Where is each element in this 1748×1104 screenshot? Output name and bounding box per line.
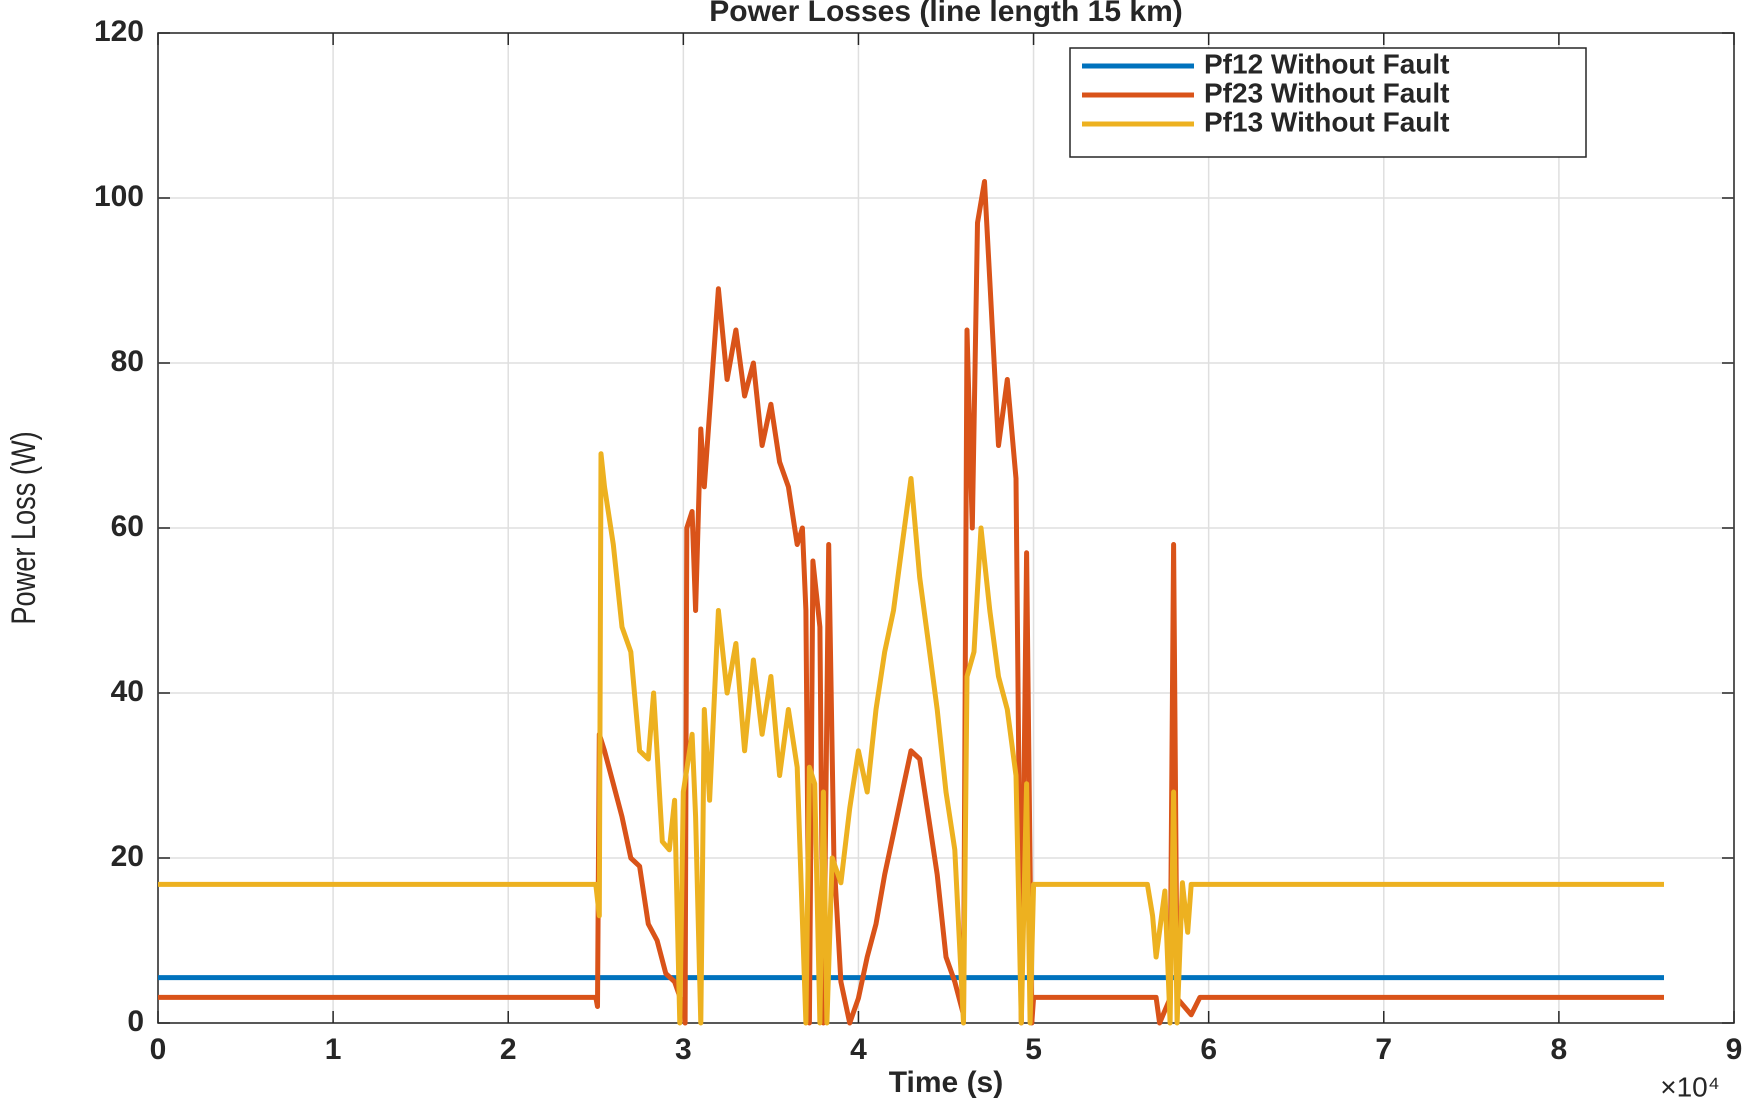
legend-label: Pf13 Without Fault [1204, 106, 1450, 137]
y-tick-label: 20 [111, 840, 144, 873]
x-tick-label: 8 [1551, 1033, 1568, 1066]
x-tick-label: 0 [150, 1033, 167, 1066]
y-axis-label: Power Loss (W) [4, 431, 43, 624]
x-tick-label: 9 [1726, 1033, 1743, 1066]
x-tick-label: 4 [850, 1033, 867, 1066]
plot-frame [157, 32, 1735, 1024]
legend-label: Pf23 Without Fault [1204, 77, 1450, 108]
x-tick-label: 5 [1025, 1033, 1042, 1066]
series-line [158, 179, 1664, 1026]
x-tick-label: 1 [325, 1033, 342, 1066]
series-line [158, 451, 1664, 1026]
x-axis-label: Time (s) [889, 1066, 1003, 1099]
y-tick-label: 120 [94, 15, 144, 48]
y-tick-label: 60 [111, 510, 144, 543]
x-tick-label: 3 [675, 1033, 692, 1066]
x-tick-label: 7 [1375, 1033, 1392, 1066]
x-multiplier: ×10⁴ [1660, 1071, 1720, 1102]
y-tick-label: 0 [127, 1005, 144, 1038]
x-tick-label: 6 [1200, 1033, 1217, 1066]
x-tick-label: 2 [500, 1033, 517, 1066]
chart-title: Power Losses (line length 15 km) [709, 0, 1182, 28]
y-tick-label: 100 [94, 180, 144, 213]
y-tick-label: 80 [111, 345, 144, 378]
legend-label: Pf12 Without Fault [1204, 48, 1450, 79]
y-tick-label: 40 [111, 675, 144, 708]
